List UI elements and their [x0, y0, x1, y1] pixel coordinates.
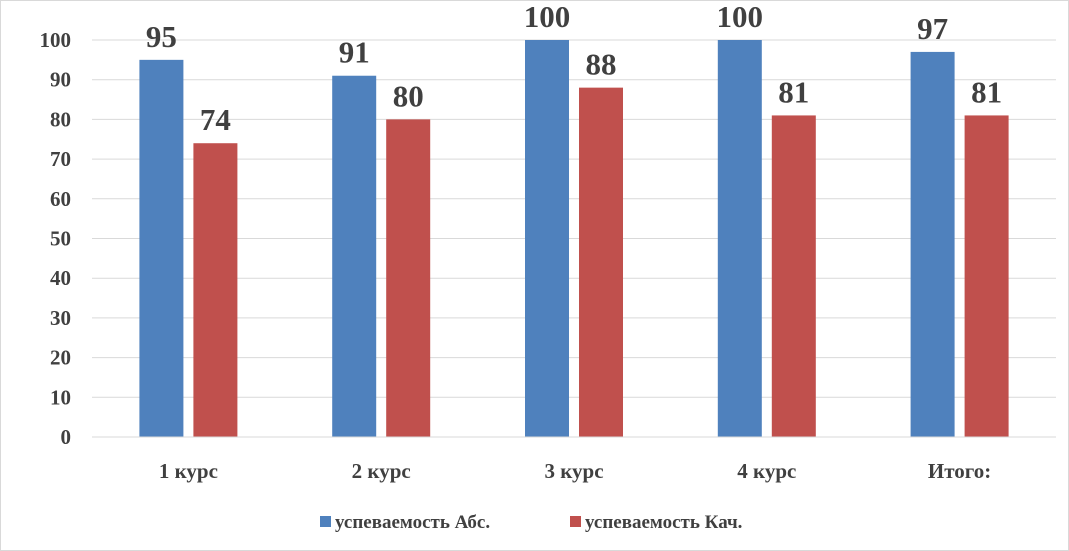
y-tick-label: 70 — [50, 147, 71, 171]
bars — [139, 40, 1009, 438]
y-tick-label: 40 — [50, 266, 71, 290]
x-category-label: 3 курс — [544, 459, 603, 483]
x-category-label: 1 курс — [159, 459, 218, 483]
bar-series-2 — [579, 87, 623, 437]
legend-label-series-1: успеваемость Абс. — [335, 512, 490, 533]
gridlines — [92, 39, 1056, 398]
legend-swatch-series-2 — [570, 516, 581, 527]
legend: успеваемость Абс. успеваемость Кач. — [320, 512, 742, 533]
y-tick-label: 0 — [61, 425, 72, 449]
y-tick-label: 10 — [50, 385, 71, 409]
data-label: 95 — [146, 19, 177, 54]
legend-swatch-series-1 — [320, 516, 331, 527]
data-label: 91 — [339, 35, 370, 70]
y-tick-label: 100 — [40, 28, 72, 52]
y-tick-label: 90 — [50, 68, 71, 92]
x-category-label: 2 курс — [352, 459, 411, 483]
y-tick-label: 20 — [50, 346, 71, 370]
legend-label-series-2: успеваемость Кач. — [585, 512, 742, 533]
bar-series-2 — [771, 115, 816, 438]
bar-series-1 — [910, 51, 955, 437]
bar-series-1 — [525, 40, 569, 437]
bar-series-2 — [964, 115, 1009, 438]
y-axis-ticks: 0 10 20 30 40 50 60 70 80 90 100 — [40, 28, 72, 449]
data-label: 88 — [586, 47, 617, 82]
data-label: 74 — [200, 102, 231, 137]
data-label: 81 — [971, 74, 1002, 109]
y-tick-label: 80 — [50, 107, 71, 131]
bar-series-1 — [717, 40, 762, 437]
data-label: 81 — [778, 74, 809, 109]
data-label: 97 — [917, 11, 948, 46]
bar-series-1 — [139, 59, 184, 437]
bar-series-2 — [386, 119, 431, 438]
x-category-label: Итого: — [928, 459, 991, 483]
data-label: 100 — [524, 1, 571, 34]
bar-series-1 — [332, 75, 377, 437]
x-category-label: 4 курс — [737, 459, 796, 483]
y-tick-label: 60 — [50, 187, 71, 211]
data-label: 100 — [717, 1, 764, 34]
bar-series-2 — [193, 143, 238, 437]
y-tick-label: 50 — [50, 227, 71, 251]
data-label: 80 — [393, 78, 424, 113]
x-axis-categories: 1 курс 2 курс 3 курс 4 курс Итого: — [159, 459, 991, 483]
data-labels: 95 74 91 80 100 88 100 81 97 81 — [146, 1, 1002, 137]
y-tick-label: 30 — [50, 306, 71, 330]
